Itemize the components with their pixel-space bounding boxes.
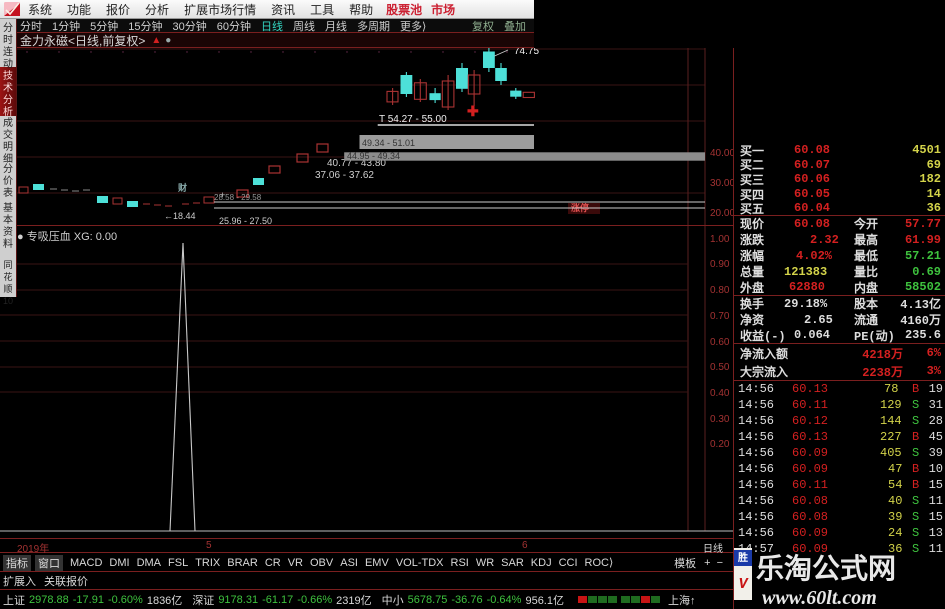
svg-text:44.95 - 49.34: 44.95 - 49.34	[347, 151, 400, 161]
svg-text:20.00: 20.00	[710, 208, 733, 219]
svg-text:0.60: 0.60	[710, 337, 730, 348]
svg-text:←18.44: ←18.44	[164, 211, 196, 221]
svg-text:40.00: 40.00	[710, 148, 733, 159]
svg-text:0.30: 0.30	[710, 414, 730, 425]
svg-text:0.70: 0.70	[710, 311, 730, 322]
svg-text:0.20: 0.20	[710, 439, 730, 450]
svg-text:财: 财	[177, 182, 187, 193]
svg-text:0.80: 0.80	[710, 285, 730, 296]
svg-text:0.40: 0.40	[710, 388, 730, 399]
svg-text:胜: 胜	[737, 551, 748, 565]
svg-text:37.06 - 37.62: 37.06 - 37.62	[315, 170, 374, 181]
svg-text:0.90: 0.90	[710, 259, 730, 270]
svg-text:✚: ✚	[467, 103, 479, 119]
svg-text:74.75: 74.75	[514, 48, 539, 57]
svg-text:0.50: 0.50	[710, 362, 730, 373]
svg-text:49.34 - 51.01: 49.34 - 51.01	[362, 138, 415, 148]
svg-text:30.00: 30.00	[710, 178, 733, 189]
svg-text:28.58 - 29.58: 28.58 - 29.58	[214, 193, 262, 202]
svg-text:1.00: 1.00	[710, 234, 730, 245]
svg-text:T 54.27 - 55.00: T 54.27 - 55.00	[379, 114, 447, 125]
